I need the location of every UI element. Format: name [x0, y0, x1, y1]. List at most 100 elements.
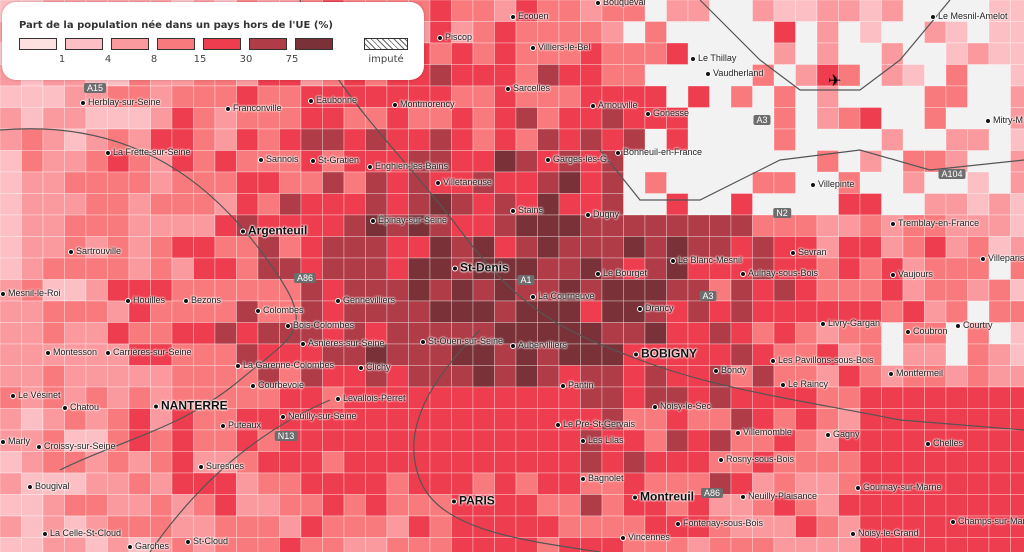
place-label: Livry-Gargan [820, 318, 880, 328]
grid-cell [429, 537, 452, 552]
grid-cell [515, 150, 538, 173]
grid-cell [988, 193, 1011, 216]
grid-cell [795, 408, 818, 431]
grid-cell [386, 107, 409, 130]
grid-cell [429, 408, 452, 431]
grid-cell [171, 365, 194, 388]
place-label: St-Cloud [185, 536, 228, 546]
grid-cell [128, 107, 151, 130]
grid-cell [902, 343, 925, 366]
place-name: Bois-Colombes [293, 320, 355, 330]
place-name: Villemomble [743, 427, 792, 437]
place-label: Gagny [825, 429, 860, 439]
grid-cell [816, 0, 839, 22]
grid-cell [795, 451, 818, 474]
place-dot-icon [740, 270, 746, 277]
place-dot-icon [435, 179, 441, 186]
grid-cell [343, 214, 366, 237]
grid-cell [343, 171, 366, 194]
place-dot-icon [105, 149, 111, 156]
place-name: Villeparisis [988, 253, 1024, 263]
place-name: Villepinte [818, 179, 855, 189]
grid-cell [795, 279, 818, 302]
grid-cell [85, 451, 108, 474]
grid-cell [21, 365, 44, 388]
place-label: Le Vésinet [10, 390, 61, 400]
grid-cell [623, 386, 646, 409]
grid-cell [300, 537, 323, 552]
grid-cell [42, 257, 65, 280]
grid-cell [558, 537, 581, 552]
grid-cell [322, 472, 345, 495]
grid-cell [322, 515, 345, 538]
place-label: Arnouville [590, 100, 638, 110]
grid-cell [666, 279, 689, 302]
place-name: NANTERRE [161, 398, 228, 413]
grid-cell [365, 472, 388, 495]
grid-cell [902, 429, 925, 452]
grid-cell [1010, 193, 1024, 216]
place-dot-icon [105, 349, 111, 356]
place-name: Épinay-sur-Seine [378, 215, 448, 225]
place-name: Mitry-M [993, 115, 1023, 125]
grid-cell [902, 451, 925, 474]
grid-cell [236, 171, 259, 194]
grid-cell [988, 451, 1011, 474]
place-name: Montesson [53, 347, 98, 357]
grid-cell [279, 171, 302, 194]
grid-cell [42, 171, 65, 194]
place-name: Puteaux [228, 420, 262, 430]
grid-cell [386, 236, 409, 259]
grid-cell [107, 365, 130, 388]
grid-cell [924, 494, 947, 517]
grid-cell [0, 408, 22, 431]
place-dot-icon [905, 328, 911, 335]
grid-cell [300, 193, 323, 216]
place-label: Aubervilliers [510, 340, 567, 350]
place-dot-icon [392, 101, 398, 108]
grid-cell [773, 42, 796, 65]
place-name: Villiers-le-Bel [538, 42, 591, 52]
place-dot-icon [36, 443, 42, 450]
grid-cell [666, 408, 689, 431]
grid-cell [236, 193, 259, 216]
place-name: Courbevoie [258, 380, 305, 390]
grid-cell [601, 64, 624, 87]
grid-cell [580, 171, 603, 194]
place-label: Garches [127, 541, 169, 551]
grid-cell [945, 365, 968, 388]
grid-cell [666, 0, 689, 22]
grid-cell [537, 365, 560, 388]
grid-cell [558, 128, 581, 151]
place-label: Aulnay-sous-Bois [740, 268, 818, 278]
place-name: Montmorency [400, 99, 455, 109]
grid-cell [558, 300, 581, 323]
place-label: Montesson [45, 347, 97, 357]
place-label: Le Bourget [595, 268, 647, 278]
grid-cell [838, 365, 861, 388]
boundary-line [413, 329, 601, 552]
grid-cell [429, 107, 452, 130]
grid-cell [451, 451, 474, 474]
place-dot-icon [42, 530, 48, 537]
grid-cell [236, 322, 259, 345]
place-label: Sannois [258, 154, 299, 164]
grid-cell [257, 322, 280, 345]
grid-cell [515, 386, 538, 409]
grid-cell [236, 150, 259, 173]
grid-cell [838, 236, 861, 259]
grid-cell [537, 21, 560, 44]
grid-cell [644, 42, 667, 65]
legend-tick: 75 [285, 54, 299, 65]
grid-cell [386, 537, 409, 552]
grid-cell [300, 236, 323, 259]
grid-cell [0, 150, 22, 173]
grid-cell [687, 537, 710, 552]
grid-cell [21, 515, 44, 538]
grid-cell [279, 537, 302, 552]
road-shield: A3 [753, 115, 771, 125]
grid-cell [945, 472, 968, 495]
place-dot-icon [335, 297, 341, 304]
grid-cell [988, 537, 1011, 552]
grid-cell [236, 128, 259, 151]
